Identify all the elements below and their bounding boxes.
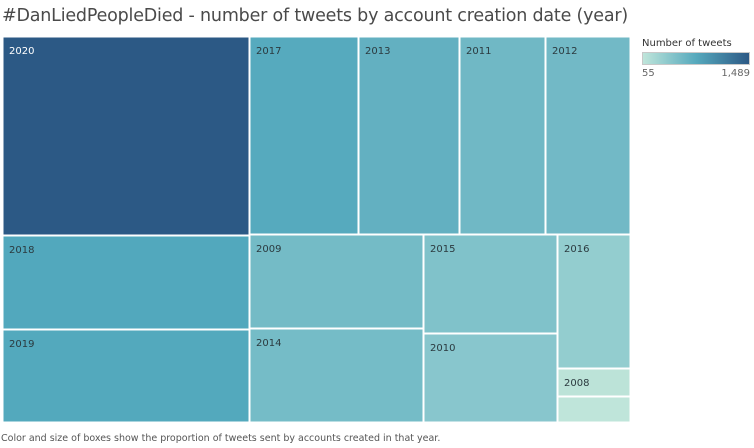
treemap-cell-2008[interactable]: 2008 [557,368,631,397]
legend-title: Number of tweets [642,38,732,49]
treemap-cell-2013[interactable]: 2013 [358,36,460,235]
treemap-box[interactable] [2,329,250,423]
treemap-box[interactable] [358,36,460,235]
treemap-label: 2020 [9,46,34,57]
treemap-cell-2014[interactable]: 2014 [249,328,424,423]
legend-min-label: 55 [642,68,655,79]
legend-max-label: 1,489 [721,68,750,79]
treemap-cell-2010[interactable]: 2010 [423,333,558,423]
treemap-box[interactable] [423,333,558,423]
treemap-box[interactable] [459,36,546,235]
treemap-label: 2017 [256,46,281,57]
treemap-cell-2017[interactable]: 2017 [249,36,359,235]
treemap-cell-2009[interactable]: 2009 [249,234,424,329]
treemap-cell-2011[interactable]: 2011 [459,36,546,235]
treemap-box[interactable] [557,234,631,369]
treemap-box[interactable] [249,36,359,235]
treemap-label: 2011 [466,46,491,57]
treemap-box[interactable] [2,36,250,236]
treemap-box[interactable] [249,328,424,423]
color-legend: Number of tweets 55 1,489 [642,38,752,79]
treemap-label: 2018 [9,245,34,256]
treemap-label: 2009 [256,244,281,255]
treemap-cell-2016[interactable]: 2016 [557,234,631,369]
treemap-label: 2010 [430,343,455,354]
legend-gradient-bar [642,52,750,65]
chart-caption: Color and size of boxes show the proport… [1,433,441,444]
treemap-cell-2015[interactable]: 2015 [423,234,558,334]
treemap-chart: 2020 2017 2013 2011 2012 2018 2019 2009 2014 2015… [2,36,631,423]
treemap-label: 2013 [365,46,390,57]
treemap-cell-other[interactable] [557,396,631,423]
treemap-cell-2020[interactable]: 2020 [2,36,250,236]
treemap-box[interactable] [545,36,631,235]
treemap-box[interactable] [423,234,558,334]
treemap-box[interactable] [557,396,631,423]
treemap-cell-2019[interactable]: 2019 [2,329,250,423]
treemap-label: 2014 [256,338,281,349]
treemap-label: 2012 [552,46,577,57]
chart-title: #DanLiedPeopleDied - number of tweets by… [2,6,629,26]
treemap-box[interactable] [557,368,631,397]
treemap-box[interactable] [249,234,424,329]
treemap-cell-2018[interactable]: 2018 [2,235,250,330]
treemap-label: 2015 [430,244,455,255]
treemap-label: 2008 [564,378,589,389]
treemap-cell-2012[interactable]: 2012 [545,36,631,235]
treemap-box[interactable] [2,235,250,330]
treemap-label: 2019 [9,339,34,350]
treemap-label: 2016 [564,244,589,255]
